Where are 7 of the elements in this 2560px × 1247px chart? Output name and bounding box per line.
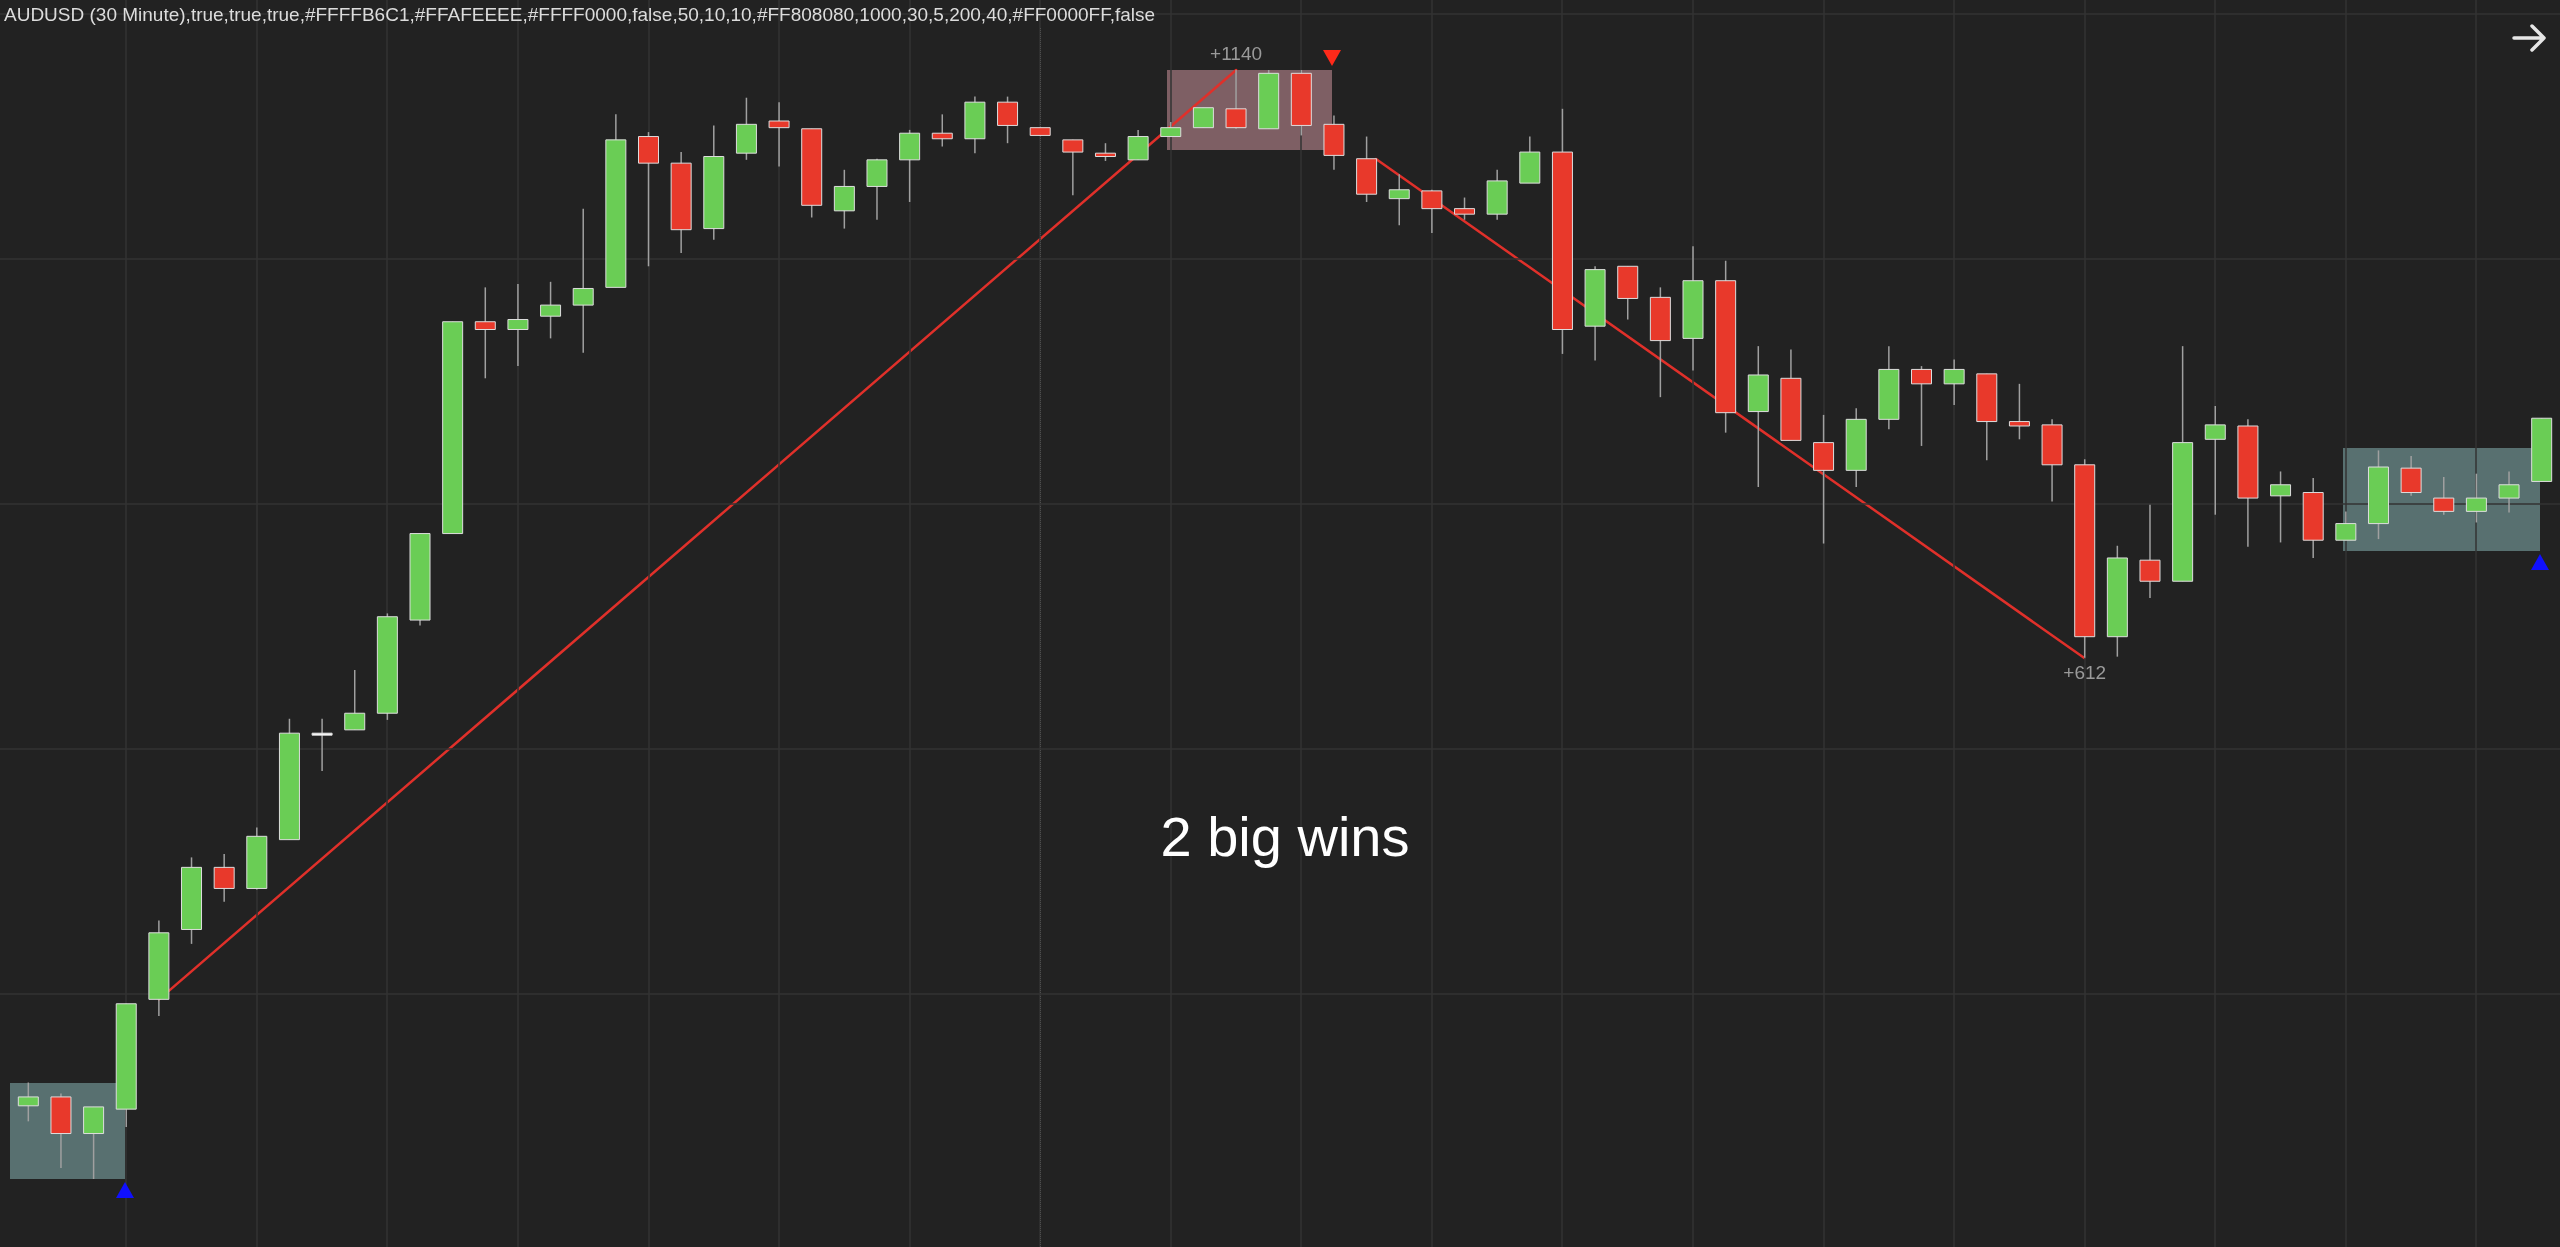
candlestick: [2335, 510, 2357, 541]
annotation: 2 big wins: [1160, 805, 1410, 869]
candlestick: [997, 95, 1019, 144]
annotation: +612: [2063, 661, 2107, 683]
text: +1140: [1210, 42, 1263, 64]
chart-title: AUDUSD (30 Minute),true,true,true,#FFFFB6C1,#FFAFEEEE,#FFFF0000,false,50,10,10,#FF808080,1000,30,5,200,40,#FF0000FF,false: [4, 4, 1156, 26]
candlestick: [213, 853, 235, 903]
